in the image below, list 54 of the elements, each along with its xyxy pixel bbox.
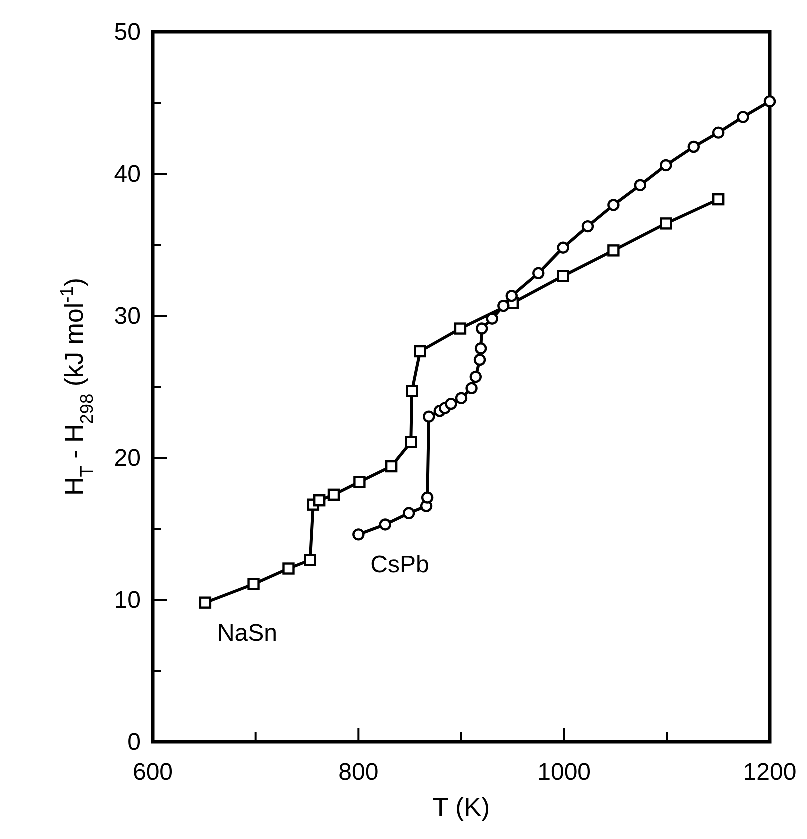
y-tick-label: 40 bbox=[114, 161, 141, 188]
point bbox=[474, 342, 488, 355]
series-label: CsPb bbox=[370, 552, 430, 579]
point bbox=[660, 218, 672, 230]
x-tick-label: 1200 bbox=[743, 759, 797, 786]
x-tick-label: 1000 bbox=[538, 759, 592, 786]
y-tick-label: 0 bbox=[128, 729, 141, 756]
point bbox=[474, 354, 486, 366]
point bbox=[764, 95, 776, 108]
x-tick-label: 800 bbox=[338, 759, 379, 786]
point bbox=[406, 385, 418, 398]
point bbox=[557, 270, 570, 282]
point bbox=[304, 554, 316, 566]
point bbox=[634, 179, 647, 192]
point bbox=[737, 111, 750, 124]
point bbox=[354, 476, 366, 488]
point bbox=[282, 562, 295, 575]
point bbox=[470, 370, 482, 384]
point bbox=[328, 488, 340, 502]
point bbox=[402, 507, 416, 520]
point bbox=[498, 300, 510, 312]
point bbox=[557, 242, 570, 254]
point bbox=[414, 345, 426, 358]
x-tick-label: 600 bbox=[132, 759, 174, 786]
point bbox=[313, 494, 326, 507]
y-tick-label: 10 bbox=[114, 587, 141, 614]
point bbox=[423, 410, 436, 423]
point bbox=[405, 436, 418, 448]
point bbox=[352, 528, 365, 541]
point bbox=[608, 244, 620, 257]
point bbox=[532, 267, 545, 280]
point bbox=[385, 460, 398, 473]
y-tick-label: 20 bbox=[114, 445, 141, 472]
point bbox=[660, 159, 672, 172]
point bbox=[582, 220, 594, 233]
point bbox=[445, 398, 458, 410]
point bbox=[506, 290, 518, 302]
point bbox=[421, 492, 434, 504]
point bbox=[688, 140, 700, 154]
point bbox=[476, 322, 488, 335]
point bbox=[454, 322, 467, 335]
x-axis-title: T (K) bbox=[432, 792, 490, 822]
y-tick-label: 50 bbox=[114, 19, 141, 46]
point bbox=[608, 199, 620, 212]
series-label: NaSn bbox=[217, 620, 278, 647]
point bbox=[199, 596, 212, 609]
point bbox=[712, 126, 725, 139]
point bbox=[466, 382, 478, 395]
y-tick-label: 30 bbox=[114, 303, 141, 330]
point bbox=[712, 193, 725, 206]
point bbox=[455, 392, 468, 404]
point bbox=[379, 518, 392, 531]
point bbox=[248, 578, 260, 590]
point bbox=[486, 312, 498, 325]
